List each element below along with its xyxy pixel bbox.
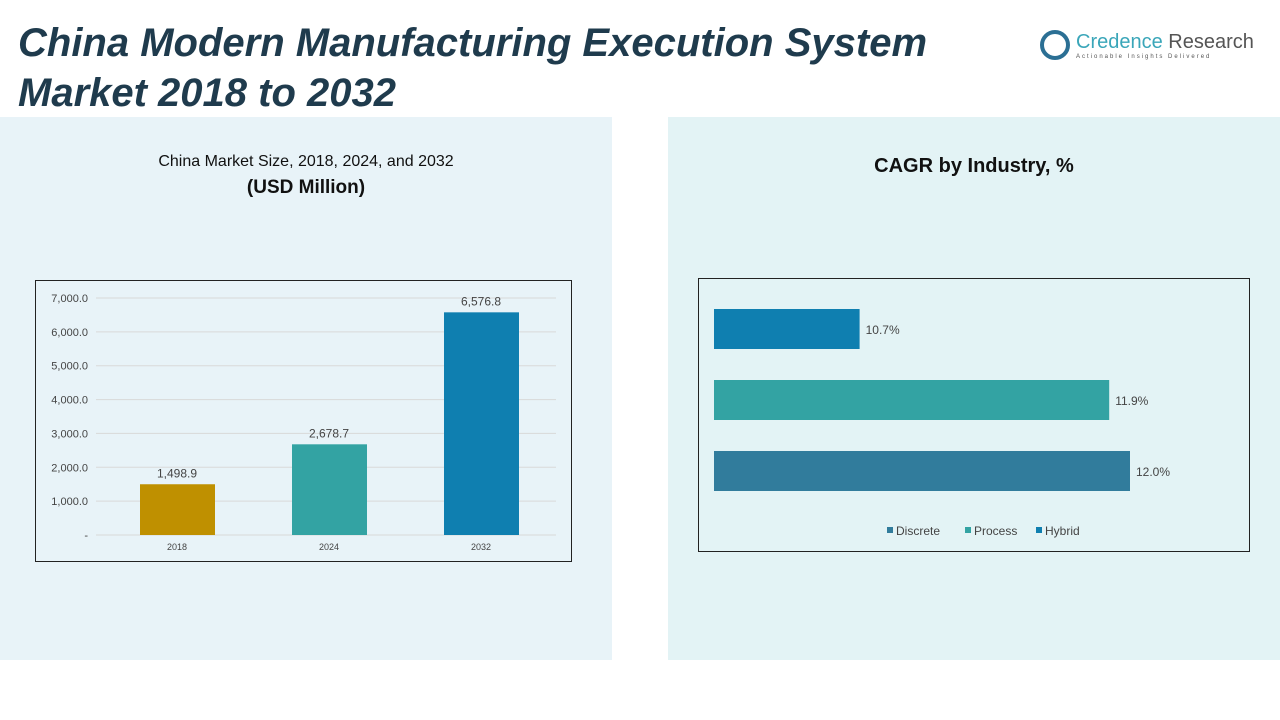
- page-title: China Modern Manufacturing Execution Sys…: [18, 21, 928, 115]
- market-size-chart: - 1,000.0 2,000.0 3,000.0 4,000.0 5,000.0 6,00…: [35, 280, 572, 562]
- bar-hybrid: [714, 309, 860, 349]
- cagr-chart: 10.7% 11.9% 12.0% Discrete Process Hybrid: [698, 278, 1250, 552]
- logo-tagline: Actionable Insights Delivered: [1076, 53, 1212, 60]
- data-label: 1,498.9: [157, 466, 197, 480]
- chart1-subtitle: (USD Million): [246, 177, 366, 198]
- bar-2032: [444, 312, 519, 535]
- legend-swatch-hybrid: [1036, 527, 1042, 533]
- market-size-svg: - 1,000.0 2,000.0 3,000.0 4,000.0 5,000.0 6,00…: [51, 293, 556, 552]
- logo-name-b: Research: [1162, 30, 1254, 53]
- data-label: 12.0%: [1136, 465, 1170, 479]
- legend-label-discrete: Discrete: [896, 524, 940, 538]
- legend-label-hybrid: Hybrid: [1045, 524, 1080, 538]
- x-tick-label: 2018: [167, 542, 187, 552]
- logo-name-a: Credence: [1076, 30, 1163, 53]
- bar-process: [714, 380, 1110, 420]
- chart1-title: China Market Size, 2018, 2024, and 2032: [158, 153, 454, 170]
- bar-2024: [292, 444, 367, 535]
- y-tick-label: 2,000.0: [51, 462, 88, 474]
- y-tick-label: 1,000.0: [51, 496, 88, 508]
- legend-swatch-discrete: [887, 527, 893, 533]
- logo-icon: [1040, 30, 1070, 60]
- cagr-svg: 10.7% 11.9% 12.0% Discrete Process Hybrid: [714, 309, 1170, 538]
- y-tick-label: 3,000.0: [51, 428, 88, 440]
- legend-swatch-process: [965, 527, 971, 533]
- bar-2018: [140, 484, 215, 535]
- chart2-title: CAGR by Industry, %: [874, 155, 1074, 177]
- y-tick-label: -: [84, 530, 88, 542]
- data-label: 10.7%: [866, 323, 900, 337]
- x-tick-label: 2032: [471, 542, 491, 552]
- x-tick-label: 2024: [319, 542, 339, 552]
- bar-discrete: [714, 451, 1130, 491]
- data-label: 2,678.7: [309, 426, 349, 440]
- logo: Credence Research Actionable Insights De…: [1040, 30, 1254, 60]
- legend-label-process: Process: [974, 524, 1017, 538]
- y-tick-label: 5,000.0: [51, 361, 88, 373]
- y-tick-label: 7,000.0: [51, 293, 88, 305]
- y-tick-label: 4,000.0: [51, 395, 88, 407]
- y-tick-label: 6,000.0: [51, 327, 88, 339]
- data-label: 11.9%: [1115, 394, 1148, 408]
- data-label: 6,576.8: [461, 294, 501, 308]
